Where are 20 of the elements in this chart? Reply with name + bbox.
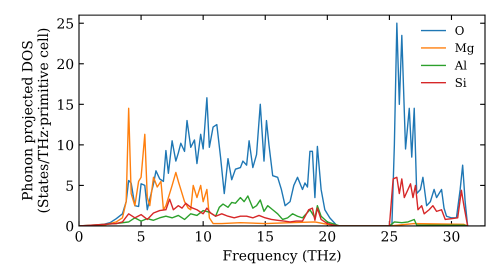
legend-label: Al <box>454 60 467 70</box>
x-tick-label: 25 <box>382 231 398 242</box>
legend-label: Si <box>456 78 466 88</box>
legend-label: Mg <box>455 43 474 55</box>
x-tick-label: 10 <box>196 231 212 242</box>
x-tick-label: 15 <box>258 231 274 242</box>
y-tick-label: 5 <box>66 180 74 191</box>
legend-label: O <box>455 26 464 35</box>
y-tick-label: 0 <box>66 220 74 232</box>
y-tick-label: 10 <box>58 140 74 150</box>
y-axis-title: Phonon projected DOS (States/THz·primitive cell) <box>22 28 51 212</box>
y-tick-label: 20 <box>57 58 74 70</box>
line-series <box>79 176 468 226</box>
x-tick-label: 0 <box>75 231 82 242</box>
x-tick-label: 5 <box>138 231 144 242</box>
y-tick-label: 15 <box>58 99 74 110</box>
y-tick-label: 25 <box>57 18 74 29</box>
x-tick-label: 30 <box>444 231 460 242</box>
x-tick-label: 20 <box>319 231 336 242</box>
x-axis-title: Frequency (THz) <box>223 250 340 264</box>
